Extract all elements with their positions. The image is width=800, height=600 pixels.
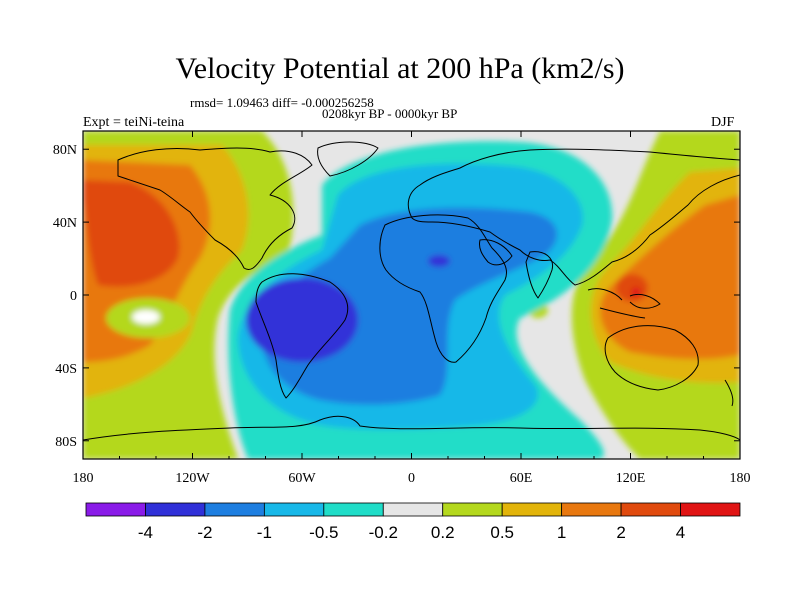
antarctica-coast [83, 415, 740, 441]
colorbar-swatch [263, 502, 325, 517]
arabia-coast [479, 239, 513, 266]
greenland-coast [317, 141, 379, 177]
colorbar-swatch [382, 502, 444, 517]
colorbar-swatch [561, 502, 622, 517]
colorbar-label: -0.2 [369, 523, 398, 542]
contour-field [83, 131, 740, 459]
colorbar-label: -0.5 [309, 523, 338, 542]
colorbar-swatch [680, 502, 741, 517]
y-tick-label: 0 [70, 289, 77, 304]
colorbar-label: -2 [197, 523, 212, 542]
new-zealand-coast [724, 379, 734, 407]
x-tick-label: 180 [730, 471, 751, 486]
y-tick-label: 40S [55, 362, 77, 377]
colorbar-label: 1 [557, 523, 566, 542]
x-tick-label: 60E [510, 471, 533, 486]
x-tick-label: 0 [408, 471, 415, 486]
x-tick-label: 120W [175, 471, 210, 486]
rmsd-diff-stats: rmsd= 1.09463 diff= -0.000256258 [190, 95, 374, 110]
colorbar-label: 0.2 [431, 523, 455, 542]
x-tick-label: 180 [73, 471, 94, 486]
eurasia-coast [407, 148, 740, 286]
y-tick-label: 80N [53, 143, 77, 158]
north-america-coast [117, 147, 313, 271]
colorbar-swatch [501, 502, 563, 517]
colorbar-swatch [442, 502, 503, 517]
colorbar-swatch [323, 502, 384, 517]
maritime-continent-coast [587, 288, 661, 319]
africa-coast [379, 214, 507, 363]
experiment-label: Expt = teiNi-teina [83, 115, 185, 130]
colorbar-label: -1 [257, 523, 272, 542]
colorbar-label: 4 [676, 523, 685, 542]
colorbar-label: 0.5 [490, 523, 514, 542]
colorbar-swatch [85, 502, 146, 517]
x-tick-label: 120E [616, 471, 646, 486]
x-tick-label: 60W [288, 471, 316, 486]
colorbar-label: 2 [616, 523, 625, 542]
y-tick-label: 40N [53, 216, 77, 231]
season-label: DJF [711, 115, 735, 130]
colorbar-swatch [204, 502, 265, 517]
colorbar-swatch [145, 502, 206, 517]
coastlines [83, 141, 740, 441]
australia-coast [604, 325, 699, 391]
colorbar-swatch [620, 502, 681, 517]
y-axis: 80N 40N 0 40S 80S [53, 143, 740, 450]
y-tick-label: 80S [55, 435, 77, 450]
colorbar-label: -4 [138, 523, 153, 542]
chart-title: Velocity Potential at 200 hPa (km2/s) [175, 52, 625, 85]
x-axis: 180 120W 60W 0 60E 120E 180 [73, 131, 751, 486]
time-period-label: 0208kyr BP - 0000kyr BP [322, 106, 458, 121]
india-coast [525, 251, 554, 299]
south-america-coast [255, 273, 349, 399]
colorbar: -4 -2 -1 -0.5 -0.2 0.2 0.5 1 2 4 [85, 502, 741, 542]
